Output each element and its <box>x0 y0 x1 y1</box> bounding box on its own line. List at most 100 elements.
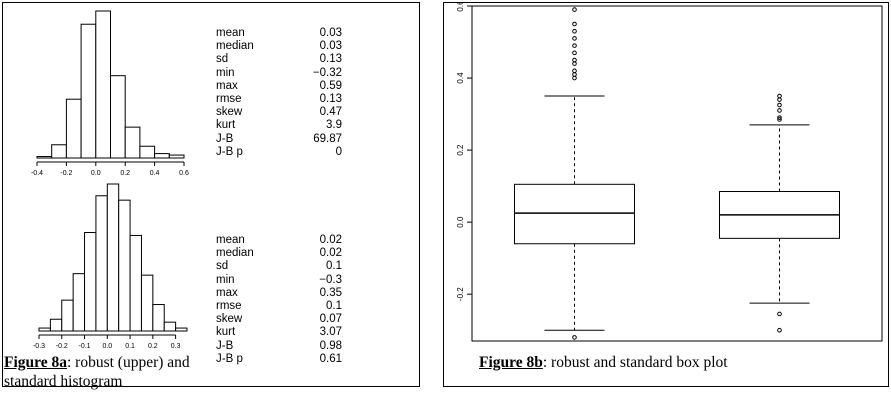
histogram-bar <box>129 234 142 332</box>
stat-label: min <box>216 66 235 79</box>
outlier-point <box>777 93 782 99</box>
stat-value: 0.1 <box>326 299 342 312</box>
histogram-bar <box>51 144 67 159</box>
stat-value: 3.9 <box>326 119 342 132</box>
histogram-bar <box>110 75 126 159</box>
histogram-bar <box>139 145 156 159</box>
outlier-point <box>572 7 577 12</box>
figure-8a-caption-line2: standard histogram <box>4 373 122 391</box>
standard-stat-row: J-B p 0.61 <box>216 353 342 366</box>
stat-value: 69.87 <box>313 132 342 145</box>
y-tick-label: 0.2 <box>456 144 465 156</box>
box <box>514 183 635 245</box>
stat-value: 0.61 <box>319 352 342 365</box>
stat-label: median <box>216 247 254 260</box>
standard-stat-row: median 0.02 <box>216 247 342 260</box>
stat-label: J-B p <box>216 145 243 158</box>
outlier-point <box>572 43 577 48</box>
outlier-point <box>572 21 577 27</box>
outlier-point <box>572 61 577 66</box>
outlier-point <box>572 72 577 77</box>
x-tick-label: 0.2 <box>148 343 158 350</box>
histogram-bar <box>84 232 97 332</box>
standard-stat-row: max 0.35 <box>216 287 342 300</box>
histogram-bar <box>106 183 120 332</box>
stat-label: sd <box>216 260 229 273</box>
y-tick-label: 0.6 <box>456 3 465 12</box>
x-tick-label: 0.0 <box>102 343 112 350</box>
stat-value: 0.03 <box>319 40 342 53</box>
figure-8b-caption: Figure 8b: robust and standard box plot <box>479 354 728 372</box>
box-plot: -0.20.00.20.40.6robuststandard <box>456 3 883 342</box>
histogram-bar <box>124 126 141 159</box>
stat-value: 0 <box>335 145 342 158</box>
figure-8a-label: Figure 8a <box>4 354 67 371</box>
standard-stat-row: rmse 0.1 <box>216 300 342 313</box>
standard-stats-table: mean 0.02 median 0.02 sd 0.1 min −0.3 max 0.35 rms… <box>216 234 342 366</box>
histogram-bar <box>49 318 63 332</box>
stat-value: −0.3 <box>319 273 342 286</box>
stat-value: 0.35 <box>319 286 342 299</box>
robust-stat-row: rmse 0.13 <box>216 93 342 106</box>
figure-8a-panel: -0.4 -0.2 0.0 0.2 0.4 0.6 mean 0.03 median 0.03 s… <box>2 2 420 387</box>
histogram-bar <box>65 98 82 159</box>
stat-label: J-B <box>216 132 234 145</box>
robust-stat-row: J-B 69.87 <box>216 133 342 146</box>
stat-value: 0.13 <box>319 53 342 66</box>
stat-label: J-B <box>216 339 234 352</box>
stat-label: skew <box>216 313 243 326</box>
stat-label: skew <box>216 106 243 119</box>
histogram-bar <box>118 199 131 332</box>
plot-frame <box>471 5 883 342</box>
histogram-bar <box>80 23 97 159</box>
x-tick-label: -0.2 <box>60 170 72 177</box>
histogram-bar <box>36 156 53 159</box>
outlier-point <box>572 36 577 41</box>
standard-stat-row: J-B 0.98 <box>216 340 342 353</box>
stat-value: 0.59 <box>319 79 342 92</box>
standard-stat-row: kurt 3.07 <box>216 326 342 339</box>
outlier-point <box>572 50 577 56</box>
figure-8b-panel: -0.20.00.20.40.6robuststandard <box>443 2 889 387</box>
stat-label: max <box>216 79 238 92</box>
stat-label: J-B p <box>216 352 243 365</box>
robust-stat-row: kurt 3.9 <box>216 119 342 132</box>
figure-8a-caption: Figure 8a: robust (upper) and <box>4 354 190 372</box>
robust-stats-table: mean 0.03 median 0.03 sd 0.13 min −0.32 max 0.59 r… <box>216 27 342 159</box>
robust-stat-row: sd 0.13 <box>216 53 342 66</box>
figure-8b-caption-text: : robust and standard box plot <box>542 354 728 371</box>
outlier-point <box>572 57 577 63</box>
stat-label: kurt <box>216 119 236 132</box>
histogram-bar <box>163 321 177 332</box>
histogram-bar <box>61 299 74 332</box>
x-tick-label: 0.1 <box>125 343 135 350</box>
outlier-point <box>777 115 782 120</box>
stat-value: 0.03 <box>319 27 342 39</box>
stat-value: 0.07 <box>319 313 342 326</box>
x-tick-label: 0.0 <box>91 170 101 177</box>
x-tick-label: 0.4 <box>150 170 160 177</box>
stat-value: −0.32 <box>312 66 342 79</box>
stat-label: mean <box>216 234 245 246</box>
stat-label: median <box>216 40 254 53</box>
histogram-bar <box>175 327 188 332</box>
x-tick-label: 0.3 <box>171 343 181 350</box>
figure-8b-label: Figure 8b <box>479 354 543 371</box>
standard-stat-row: mean 0.02 <box>216 234 342 247</box>
x-tick-label: 0.6 <box>179 170 189 177</box>
outlier-point <box>777 311 782 317</box>
stat-value: 3.07 <box>319 326 342 339</box>
robust-stat-row: min −0.32 <box>216 67 342 80</box>
histogram-bar <box>152 304 165 332</box>
figure-8a-caption-text-1: : robust (upper) and <box>67 354 190 371</box>
standard-stat-row: sd 0.1 <box>216 260 342 273</box>
outlier-point <box>777 108 782 113</box>
stat-label: kurt <box>216 326 236 339</box>
histogram-bar <box>95 195 108 332</box>
x-tick-label: -0.3 <box>33 343 45 350</box>
x-tick-label: -0.4 <box>31 170 43 177</box>
stat-label: mean <box>216 27 245 39</box>
outlier-point <box>572 335 577 340</box>
stat-label: rmse <box>216 299 242 312</box>
histogram-bar <box>72 273 86 332</box>
